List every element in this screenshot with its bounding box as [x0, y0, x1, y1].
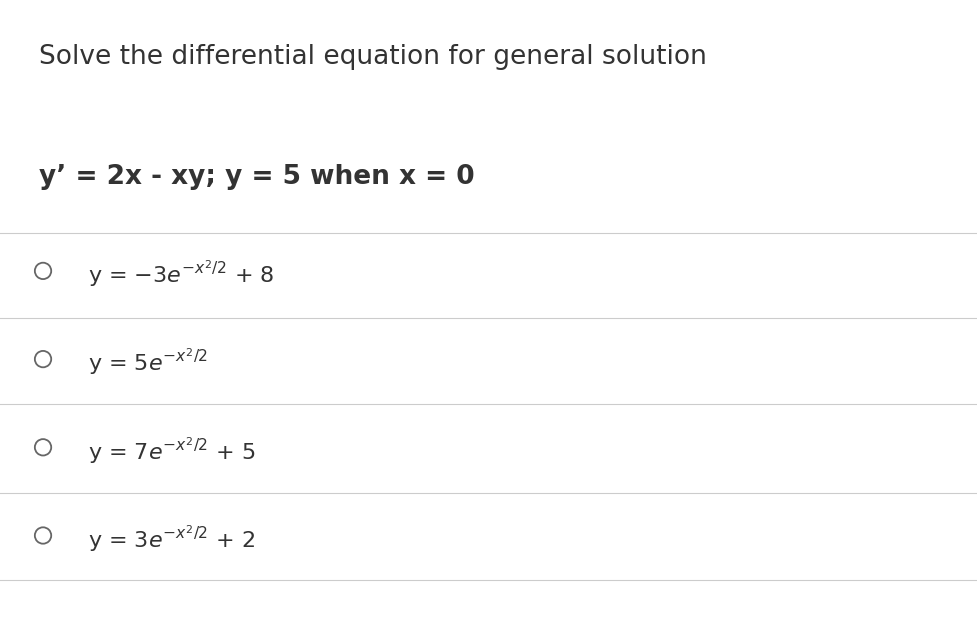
- Text: y = $7e^{-x^2/2}$ + 5: y = $7e^{-x^2/2}$ + 5: [88, 435, 255, 466]
- Text: y = $-3e^{-x^2/2}$ + 8: y = $-3e^{-x^2/2}$ + 8: [88, 259, 275, 289]
- Text: y = $3e^{-x^2/2}$ + 2: y = $3e^{-x^2/2}$ + 2: [88, 524, 255, 554]
- Text: Solve the differential equation for general solution: Solve the differential equation for gene…: [39, 44, 706, 70]
- Text: y = $5e^{-x^2/2}$: y = $5e^{-x^2/2}$: [88, 347, 208, 377]
- Text: y’ = 2x - xy; y = 5 when x = 0: y’ = 2x - xy; y = 5 when x = 0: [39, 164, 474, 190]
